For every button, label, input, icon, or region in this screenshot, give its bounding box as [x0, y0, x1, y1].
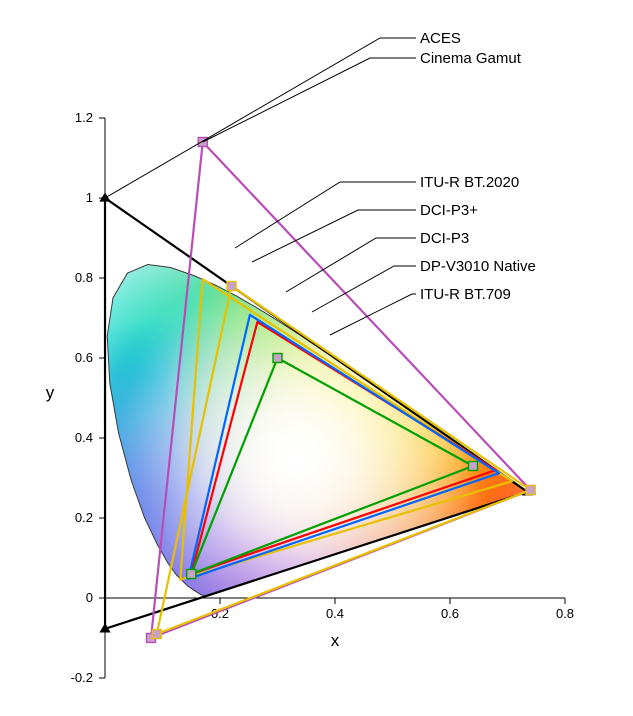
- gamut-label-dpv3010: DP-V3010 Native: [420, 258, 536, 275]
- gamut-label-dcip3p: DCI-P3+: [420, 202, 478, 219]
- chromaticity-chart: 0.20.40.60.8-0.200.20.40.60.811.2xyACESC…: [0, 0, 633, 716]
- gamut-label-cinema: Cinema Gamut: [420, 50, 522, 67]
- y-axis-title: y: [46, 383, 55, 402]
- x-axis-title: x: [331, 631, 340, 650]
- y-tick-label: -0.2: [71, 670, 93, 685]
- gamut-label-aces: ACES: [420, 30, 461, 47]
- x-tick-label: 0.6: [441, 606, 459, 621]
- y-tick-label: 0.8: [75, 270, 93, 285]
- chart-svg: 0.20.40.60.8-0.200.20.40.60.811.2xyACESC…: [0, 0, 633, 716]
- gamut-label-bt2020: ITU-R BT.2020: [420, 174, 519, 191]
- x-tick-label: 0.4: [326, 606, 344, 621]
- gamut-label-dcip3: DCI-P3: [420, 230, 469, 247]
- gamut-label-bt709: ITU-R BT.709: [420, 286, 511, 303]
- y-tick-label: 0.2: [75, 510, 93, 525]
- y-tick-label: 1: [86, 190, 93, 205]
- y-tick-label: 1.2: [75, 110, 93, 125]
- x-tick-label: 0.8: [556, 606, 574, 621]
- y-tick-label: 0.4: [75, 430, 93, 445]
- y-tick-label: 0.6: [75, 350, 93, 365]
- y-tick-label: 0: [86, 590, 93, 605]
